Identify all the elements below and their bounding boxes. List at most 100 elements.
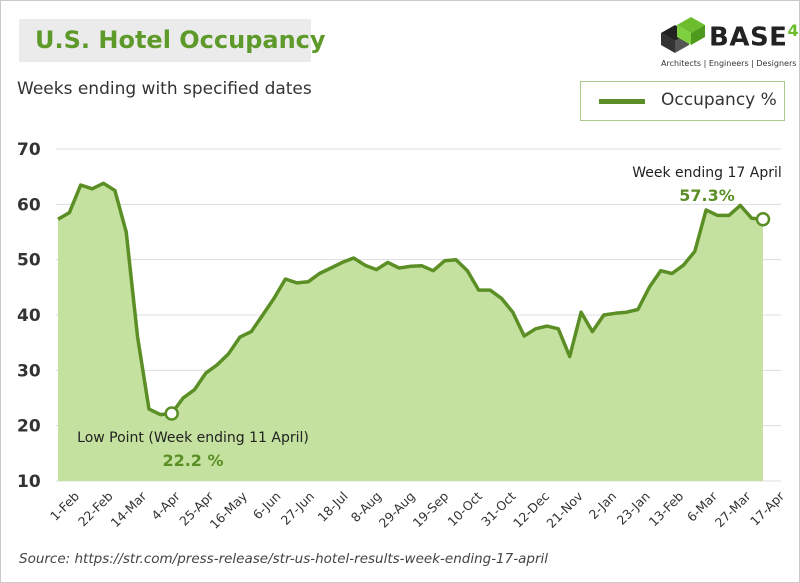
x-tick-label: 29-Aug (376, 489, 418, 531)
occupancy-area (58, 183, 763, 482)
x-tick-label: 23-Jan (614, 489, 653, 528)
x-tick-label: 27-Jun (278, 489, 317, 528)
y-tick-label: 60 (17, 195, 41, 215)
data-point (705, 209, 707, 211)
data-point (694, 250, 696, 252)
data-point (216, 364, 218, 366)
x-tick-label: 16-May (207, 488, 251, 532)
data-point (739, 204, 741, 206)
data-point (307, 281, 309, 283)
data-point (591, 330, 593, 332)
data-point (125, 231, 127, 233)
data-point (352, 257, 354, 259)
data-point (182, 397, 184, 399)
data-point (648, 286, 650, 288)
y-tick-label: 40 (17, 306, 41, 326)
data-point (546, 325, 548, 327)
latest-point-label: Week ending 17 April (632, 165, 782, 181)
data-point (534, 328, 536, 330)
data-point (637, 308, 639, 310)
x-tick-label: 18-Jul (314, 489, 350, 525)
base4-logo: BASE4 Architects | Engineers | Designers (653, 15, 799, 75)
data-point (239, 336, 241, 338)
low-point-marker (164, 406, 179, 421)
cube-logo-icon (661, 17, 705, 53)
data-point (205, 372, 207, 374)
data-point (728, 214, 730, 216)
y-tick-label: 70 (17, 140, 41, 160)
data-point (603, 314, 605, 316)
logo-tagline: Architects | Engineers | Designers (661, 59, 797, 68)
logo-name: BASE4 (709, 21, 800, 53)
data-point (227, 353, 229, 355)
data-point (523, 335, 525, 337)
x-tick-label: 17-Apr (747, 488, 788, 529)
y-tick-label: 30 (17, 361, 41, 381)
y-tick-label: 10 (17, 472, 41, 492)
data-point (341, 261, 343, 263)
data-point (614, 312, 616, 314)
x-tick-label: 14-Mar (108, 488, 150, 530)
data-point (568, 355, 570, 357)
data-point (114, 189, 116, 191)
data-point (671, 272, 673, 274)
data-point (91, 188, 93, 190)
data-point (250, 330, 252, 332)
x-tick-label: 21-Nov (543, 488, 586, 531)
data-point (500, 297, 502, 299)
data-point (421, 265, 423, 267)
data-point (557, 328, 559, 330)
data-point (387, 261, 389, 263)
data-point (659, 270, 661, 272)
annotations: Low Point (Week ending 11 April) 22.2 % We… (77, 165, 782, 470)
data-point (432, 270, 434, 272)
data-point (273, 297, 275, 299)
data-point (455, 258, 457, 260)
data-point (159, 413, 161, 415)
x-tick-label: 27-Mar (712, 488, 754, 530)
data-point (57, 218, 59, 220)
data-point (580, 311, 582, 313)
data-point (478, 289, 480, 291)
data-point (330, 267, 332, 269)
data-point (750, 217, 752, 219)
data-point (375, 268, 377, 270)
data-point (318, 272, 320, 274)
data-point (136, 336, 138, 338)
y-axis-ticks: 10 20 30 40 50 60 70 (17, 140, 41, 492)
x-tick-label: 19-Sep (410, 488, 452, 530)
data-point (296, 282, 298, 284)
data-point (716, 214, 718, 216)
data-point (489, 289, 491, 291)
data-point (261, 314, 263, 316)
data-point (148, 408, 150, 410)
data-point (284, 278, 286, 280)
data-point (68, 211, 70, 213)
data-point (409, 265, 411, 267)
x-tick-label: 12-Dec (510, 488, 552, 530)
chart-title: U.S. Hotel Occupancy (35, 26, 326, 54)
latest-point-marker (755, 212, 771, 227)
data-point (682, 264, 684, 266)
data-point (466, 270, 468, 272)
legend-label: Occupancy % (661, 90, 777, 110)
low-point-label: Low Point (Week ending 11 April) (77, 430, 309, 446)
y-tick-label: 50 (17, 251, 41, 271)
x-tick-label: 13-Feb (646, 488, 687, 529)
legend: Occupancy % (580, 81, 785, 121)
x-tick-label: 10-Oct (444, 488, 485, 529)
legend-swatch (599, 99, 645, 104)
y-tick-label: 20 (17, 417, 41, 437)
chart-subtitle: Weeks ending with specified dates (17, 79, 312, 99)
data-point (398, 267, 400, 269)
data-point (625, 311, 627, 313)
title-box: U.S. Hotel Occupancy (19, 19, 326, 62)
data-point (443, 260, 445, 262)
source-note: Source: https://str.com/press-release/st… (19, 551, 549, 567)
data-point (364, 264, 366, 266)
data-point (80, 184, 82, 186)
low-point-value: 22.2 % (162, 451, 223, 470)
